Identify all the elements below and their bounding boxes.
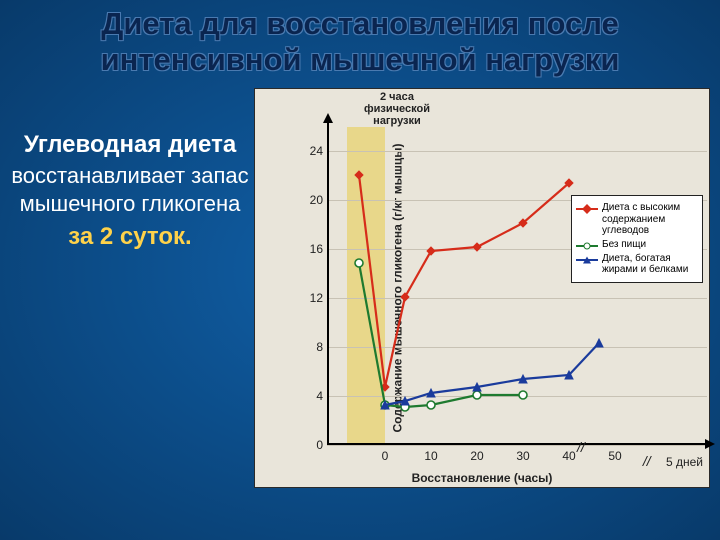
chart-container: 2 часа физической нагрузки Содержание мы… xyxy=(254,88,710,488)
y-tick: 8 xyxy=(301,340,323,354)
far-right-tick: // 5 дней xyxy=(643,453,703,469)
x-tick: 20 xyxy=(470,449,483,463)
legend-label: Диета с высоким содержанием углеводов xyxy=(602,202,698,237)
y-tick: 12 xyxy=(301,291,323,305)
y-tick: 4 xyxy=(301,389,323,403)
y-tick: 24 xyxy=(301,144,323,158)
legend-item: Диета, богатая жирами и белками xyxy=(576,253,698,276)
sidebar-body: восстанавливает запас мышечного гликоген… xyxy=(8,162,252,217)
plot-area: 04812162024 01020304050 // xyxy=(327,127,617,445)
far-right-label: 5 дней xyxy=(666,455,703,469)
x-tick: 50 xyxy=(608,449,621,463)
legend-item: Диета с высоким содержанием углеводов xyxy=(576,202,698,237)
sidebar-headline: Углеводная диета xyxy=(8,130,252,160)
y-axis-arrow-icon xyxy=(323,113,333,123)
y-tick: 16 xyxy=(301,242,323,256)
x-tick: 0 xyxy=(382,449,389,463)
legend-label: Без пищи xyxy=(602,239,646,251)
y-tick: 20 xyxy=(301,193,323,207)
x-tick: 30 xyxy=(516,449,529,463)
axis-break-right-icon: // xyxy=(643,453,651,469)
annotation-exercise-band: 2 часа физической нагрузки xyxy=(357,91,437,127)
x-tick: 10 xyxy=(424,449,437,463)
legend-label: Диета, богатая жирами и белками xyxy=(602,253,698,276)
y-tick: 0 xyxy=(301,438,323,452)
legend-item: Без пищи xyxy=(576,239,698,251)
legend: Диета с высоким содержанием углеводов Без… xyxy=(571,195,703,283)
sidebar-text: Углеводная диета восстанавливает запас м… xyxy=(8,130,252,251)
chart-lines xyxy=(327,127,707,447)
sidebar-emphasis: за 2 суток. xyxy=(8,223,252,251)
slide-title: Диета для восстановления после интенсивн… xyxy=(0,0,720,77)
x-tick: 40 xyxy=(562,449,575,463)
x-axis-label: Восстановление (часы) xyxy=(412,471,553,485)
